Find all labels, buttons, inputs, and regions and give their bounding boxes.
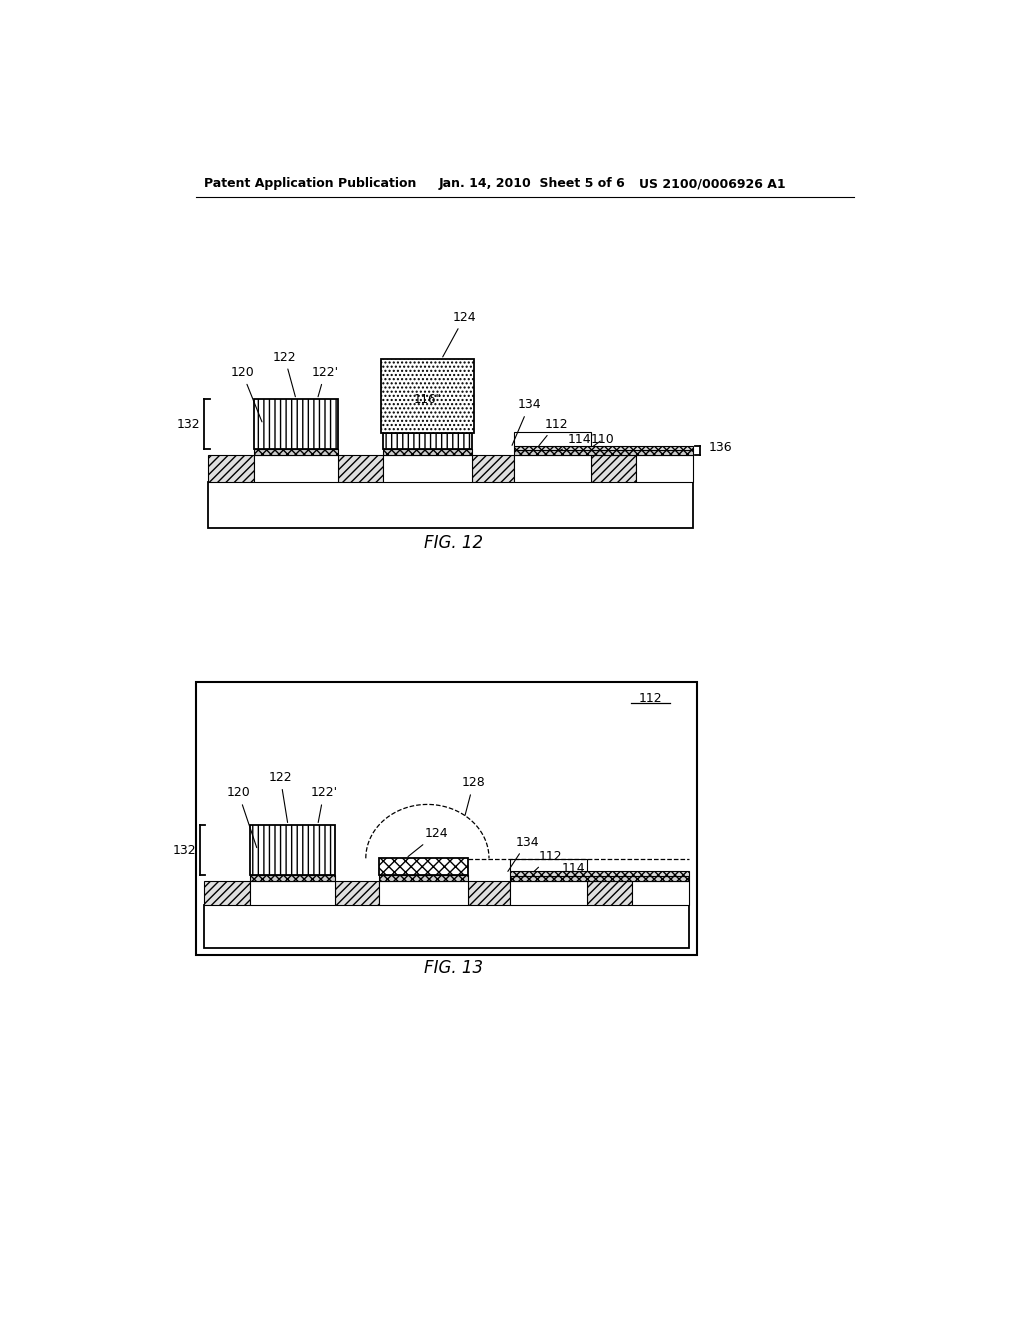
Bar [510,871,689,876]
Bar [383,455,472,482]
Bar [632,880,689,906]
Bar [514,446,692,450]
Text: 134: 134 [508,836,539,871]
Bar [510,859,587,871]
Text: 116": 116" [414,393,441,407]
Bar [591,455,636,482]
Text: 128: 128 [462,776,485,816]
Text: 122': 122' [311,366,339,397]
Text: FIG. 13: FIG. 13 [424,960,483,977]
Text: 112: 112 [539,417,568,446]
Text: 122: 122 [272,351,296,397]
Text: 122: 122 [268,771,292,822]
Bar [636,455,692,482]
Bar [381,359,474,433]
Text: 110: 110 [591,433,614,446]
Bar [379,875,468,880]
Bar [339,455,383,482]
Bar [250,825,335,875]
Bar [208,482,692,528]
Bar [379,880,468,906]
Bar [254,450,339,455]
Text: 112: 112 [534,850,562,871]
Text: 114: 114 [555,862,585,878]
Text: Patent Application Publication: Patent Application Publication [204,177,416,190]
Text: 122': 122' [310,787,337,822]
Bar [208,455,254,482]
Text: 124: 124 [408,828,449,857]
Bar [250,875,335,880]
Bar [472,455,514,482]
Text: Jan. 14, 2010  Sheet 5 of 6: Jan. 14, 2010 Sheet 5 of 6 [438,177,626,190]
Text: 136: 136 [709,441,732,454]
Text: 134: 134 [512,399,542,445]
Text: 132: 132 [176,418,200,430]
Bar [204,880,250,906]
Bar [510,880,587,906]
Bar [383,450,472,455]
Text: 114: 114 [559,433,591,451]
Bar [254,455,339,482]
Text: 120: 120 [230,366,262,422]
Text: 120: 120 [226,787,257,847]
Text: 124: 124 [442,310,476,356]
Bar [204,906,689,948]
Text: US 2100/0006926 A1: US 2100/0006926 A1 [639,177,785,190]
Text: FIG. 12: FIG. 12 [424,535,483,552]
Bar [510,876,689,880]
Bar [514,432,591,446]
Bar [468,880,510,906]
Bar [514,450,692,455]
Text: 112: 112 [639,693,663,705]
Bar [379,858,468,875]
Bar [514,455,591,482]
Bar [587,880,632,906]
Bar [335,880,379,906]
Bar [383,433,472,449]
Bar [250,880,335,906]
Bar [196,682,696,956]
Text: 132: 132 [172,843,196,857]
Bar [254,400,339,449]
